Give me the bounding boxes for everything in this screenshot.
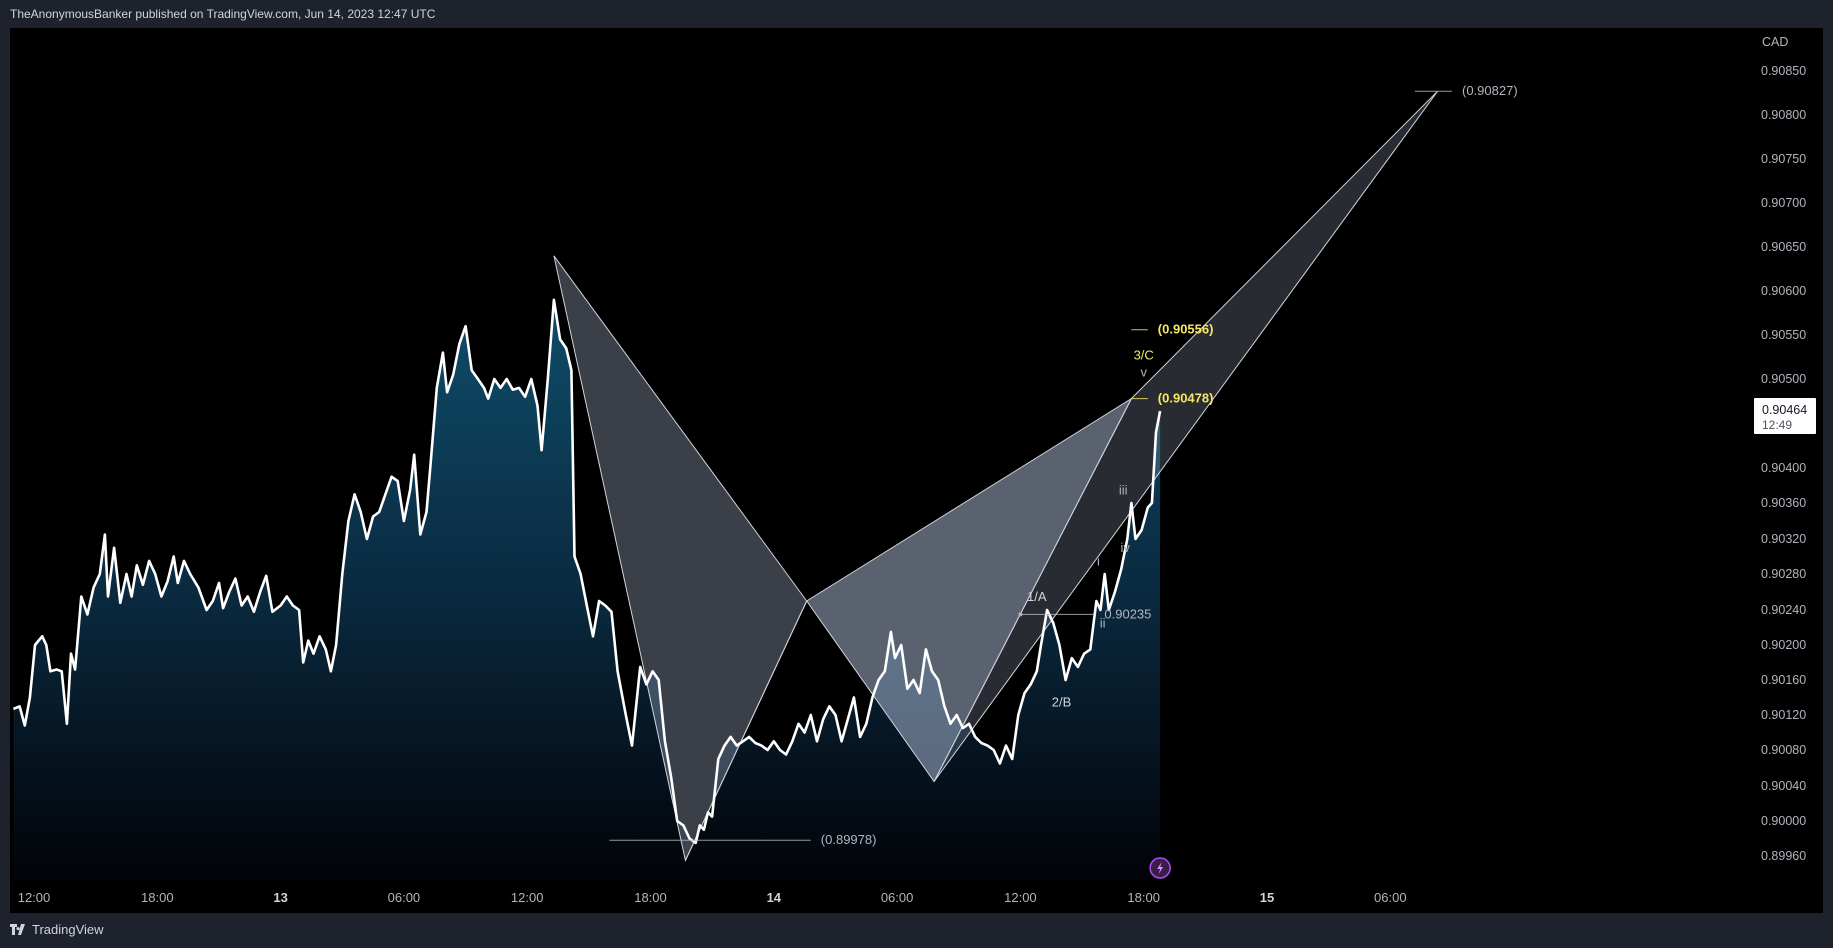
last-price-badge[interactable] [1754,398,1816,434]
price-tick-label: 0.90360 [1761,496,1806,510]
price-tick-label: 0.90080 [1761,743,1806,757]
time-tick-label: 18:00 [141,890,174,905]
price-tick-label: 0.90800 [1761,108,1806,122]
price-tick-label: 0.90600 [1761,284,1806,298]
price-tick-label: 0.90200 [1761,638,1806,652]
tradingview-logo-icon [10,923,25,935]
price-tick-label: 0.90850 [1761,64,1806,78]
wave-label: 2/B [1052,694,1072,709]
price-tick-label: 0.90400 [1761,461,1806,475]
pattern-triangle-extension [933,90,1439,782]
price-tick-label: 0.89960 [1761,849,1806,863]
last-price-value: 0.90464 [1762,403,1807,417]
price-tick-label: 0.90750 [1761,152,1806,166]
wave-label: ii [1100,616,1106,631]
level-label: (0.89978) [821,832,877,847]
price-line[interactable] [12,298,1162,845]
price-tick-label: 0.90120 [1761,708,1806,722]
time-tick-label: 12:00 [18,890,51,905]
price-tick-label: 0.90500 [1761,372,1806,386]
wave-label: iii [1119,482,1128,497]
price-area-fill [13,299,1161,880]
time-tick-label: 13 [273,890,287,905]
last-price-countdown: 12:49 [1762,418,1792,432]
time-tick-label: 18:00 [1127,890,1160,905]
time-tick-label: 06:00 [388,890,421,905]
flash-bolt-glyph [1157,862,1164,874]
time-tick-label: 12:00 [511,890,544,905]
wave-label: 3/C [1134,348,1154,363]
price-tick-label: 0.90000 [1761,814,1806,828]
wave-label: v [1140,364,1147,379]
tradingview-logo[interactable]: TradingView [10,922,104,937]
level-anchor-dot [1018,612,1023,617]
price-tick-label: 0.90650 [1761,240,1806,254]
price-tick-label: 0.90280 [1761,567,1806,581]
level-label: (0.90827) [1462,83,1518,98]
price-tick-label: 0.90550 [1761,328,1806,342]
top-bar [0,0,1833,28]
price-tick-label: 0.90160 [1761,673,1806,687]
time-tick-label: 14 [767,890,782,905]
wave-label: iv [1121,540,1131,555]
price-tick-label: 0.90700 [1761,196,1806,210]
time-tick-label: 06:00 [881,890,914,905]
tradingview-brand: TradingView [32,922,104,937]
price-tick-label: 0.90320 [1761,532,1806,546]
time-tick-label: 12:00 [1004,890,1037,905]
bottom-bar [0,913,1833,948]
price-tick-label: 0.90040 [1761,779,1806,793]
level-label: (0.90556) [1158,322,1214,337]
currency-label: CAD [1762,35,1788,49]
level-label: (0.90478) [1158,391,1214,406]
time-tick-label: 18:00 [634,890,667,905]
wave-label: i [1097,553,1100,568]
time-tick-label: 15 [1260,890,1274,905]
time-tick-label: 06:00 [1374,890,1407,905]
wave-label: 1/A [1027,589,1047,604]
published-info: TheAnonymousBanker published on TradingV… [10,7,436,21]
level-label: 0.90235 [1104,606,1151,621]
price-tick-label: 0.90240 [1761,603,1806,617]
